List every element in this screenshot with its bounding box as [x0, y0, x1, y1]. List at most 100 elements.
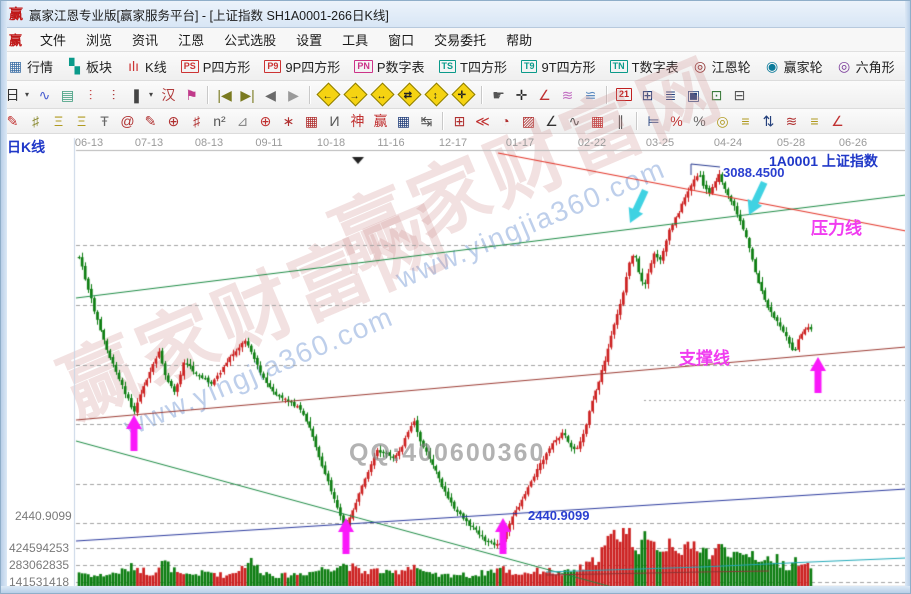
pillar-grid-tool[interactable]: ⊞: [448, 111, 471, 131]
band-tool-button[interactable]: ≋: [556, 85, 579, 105]
brush-tool-2[interactable]: ✎: [139, 111, 162, 131]
trend-angle-tool[interactable]: ∠: [540, 111, 563, 131]
expand-left-button[interactable]: ←: [315, 82, 342, 107]
calculator-button[interactable]: ⊞: [636, 85, 659, 105]
calendar-button[interactable]: 21: [612, 85, 636, 104]
hexagon-button-icon: ◎: [838, 58, 851, 74]
menu-item-8[interactable]: 交易委托: [434, 32, 487, 48]
grid-red-tool[interactable]: ▦: [586, 111, 609, 131]
save-button[interactable]: ▣: [682, 85, 705, 105]
star-lines-tool[interactable]: ∗: [277, 111, 300, 131]
angle-mirror-tool[interactable]: ⊿: [231, 111, 254, 131]
brush-tool[interactable]: ✎: [1, 111, 24, 131]
hanzi-tool-button[interactable]: 汉: [157, 85, 180, 105]
menu-item-7[interactable]: 窗口: [388, 32, 415, 48]
kline-button[interactable]: ılı K线: [119, 54, 174, 79]
print-button[interactable]: ⊟: [728, 85, 751, 105]
expand-right-button-glyph: →: [349, 90, 360, 102]
quotes-button[interactable]: ▦ 行情: [1, 54, 60, 79]
price-scale-tool[interactable]: ⊨: [642, 111, 665, 131]
menu-item-2[interactable]: 资讯: [132, 32, 159, 48]
gold-scale-tool-2[interactable]: Ξ: [70, 111, 93, 131]
sectors-button[interactable]: ▚ 板块: [60, 54, 119, 79]
notes-button[interactable]: ▤: [56, 85, 79, 105]
fan-lines-tool[interactable]: ≪: [471, 111, 494, 131]
expand-right-button[interactable]: →: [342, 82, 369, 107]
gold-level-tool-2[interactable]: ≡: [803, 111, 826, 131]
expand-all-button[interactable]: ✛: [450, 82, 477, 107]
notebook-button[interactable]: ≣: [659, 85, 682, 105]
nav-next-button[interactable]: ▶: [282, 85, 305, 105]
p-square-button[interactable]: PS P四方形: [174, 54, 258, 79]
gann-target-tool[interactable]: ⊕: [254, 111, 277, 131]
number-grid-tool-icon: ▦: [396, 113, 411, 129]
ying-tool-icon: 赢: [373, 113, 388, 129]
bars3-button[interactable]: ⫶: [79, 85, 102, 105]
arrow-marker-tool[interactable]: ⇅: [757, 111, 780, 131]
p-number-table-button[interactable]: PN P数字表: [347, 54, 431, 79]
t-number-table-button[interactable]: TN T数字表: [603, 54, 686, 79]
period-candle-button-dropdown-icon: ▾: [25, 90, 30, 99]
menu-item-3[interactable]: 江恩: [178, 32, 205, 48]
arc-tool[interactable]: ◔: [494, 111, 517, 131]
number-grid-tool[interactable]: ▦: [392, 111, 415, 131]
winner-wheel-button[interactable]: ◉ 赢家轮: [758, 54, 830, 79]
percent-tool[interactable]: %: [688, 111, 711, 131]
n-squared-tool-icon: n²: [213, 113, 226, 129]
circle-cross-tool[interactable]: ⊕: [162, 111, 185, 131]
hexagon-button[interactable]: ◎ 六角形: [830, 54, 902, 79]
width-adjust-tool[interactable]: ↹: [415, 111, 438, 131]
nine-t-square-button[interactable]: T9 9T四方形: [514, 54, 603, 79]
candle-type-button-icon: ❚: [130, 86, 143, 103]
nav-last-button[interactable]: ▶|: [236, 85, 259, 105]
n-squared-tool[interactable]: n²: [208, 111, 231, 131]
period-candle-button[interactable]: 日 ▾: [1, 85, 33, 105]
menu-item-0[interactable]: 文件: [40, 32, 67, 48]
shade-grid-tool[interactable]: ▨: [517, 111, 540, 131]
menu-item-9[interactable]: 帮助: [506, 32, 533, 48]
nav-first-button[interactable]: |◀: [213, 85, 236, 105]
candle-type-button[interactable]: ❚ ▾: [125, 85, 157, 105]
gann-comb-tool[interactable]: ♯: [24, 111, 47, 131]
n-wave-tool[interactable]: И: [323, 111, 346, 131]
menu-item-5[interactable]: 设置: [296, 32, 323, 48]
nine-p-square-button[interactable]: P9 9P四方形: [257, 54, 347, 79]
crosshair-button[interactable]: ✛: [510, 85, 533, 105]
compress-both-button[interactable]: ⇄: [396, 82, 423, 107]
nav-prev-button[interactable]: ◀: [259, 85, 282, 105]
comb-tool-2[interactable]: ♯: [185, 111, 208, 131]
nav-last-button-icon: ▶|: [240, 86, 255, 103]
expand-vertical-button[interactable]: ↕: [423, 82, 450, 107]
wave-tool[interactable]: ∿: [563, 111, 586, 131]
percent-line-tool[interactable]: %: [665, 111, 688, 131]
gann-grid-tool[interactable]: ▦: [300, 111, 323, 131]
monitor-clock-button[interactable]: ⊡: [705, 85, 728, 105]
bars9-button[interactable]: ⫶: [102, 85, 125, 105]
brain-tool-button[interactable]: ≌: [579, 85, 602, 105]
gann-wheel-button[interactable]: ◎ 江恩轮: [686, 54, 758, 79]
menu-item-4[interactable]: 公式选股: [224, 32, 277, 48]
hand-drag-button[interactable]: ☛: [487, 85, 510, 105]
band-draw-tool-icon: ≋: [785, 113, 798, 129]
t-square-button[interactable]: TS T四方形: [432, 54, 514, 79]
band-draw-tool[interactable]: ≋: [780, 111, 803, 131]
expand-both-button[interactable]: ↔: [369, 82, 396, 107]
gann-chart-button[interactable]: ∿: [33, 85, 56, 105]
angle-measure-button[interactable]: ∠: [533, 85, 556, 105]
price-scale-tool-icon: ⊨: [647, 113, 660, 129]
angle-line-tool[interactable]: ∠: [826, 111, 849, 131]
parallel-lines-tool[interactable]: ∥: [609, 111, 632, 131]
title-bar[interactable]: 赢 赢家江恩专业版[赢家服务平台] - [上证指数 SH1A0001-266日K…: [1, 1, 910, 28]
menu-item-1[interactable]: 浏览: [86, 32, 113, 48]
f-ruler-tool[interactable]: Ŧ: [93, 111, 116, 131]
nine-p-square-button-icon: P9: [264, 59, 282, 73]
gold-scale-tool-1[interactable]: Ξ: [47, 111, 70, 131]
ying-tool[interactable]: 赢: [369, 111, 392, 131]
spiral-tool[interactable]: @: [116, 111, 139, 131]
shen-tool[interactable]: 神: [346, 111, 369, 131]
gold-circle-tool[interactable]: ◎: [711, 111, 734, 131]
flag-chart-button[interactable]: ⚑: [180, 85, 203, 105]
gold-level-tool[interactable]: ≡: [734, 111, 757, 131]
menu-item-6[interactable]: 工具: [342, 32, 369, 48]
kline-chart-canvas[interactable]: [1, 134, 910, 593]
